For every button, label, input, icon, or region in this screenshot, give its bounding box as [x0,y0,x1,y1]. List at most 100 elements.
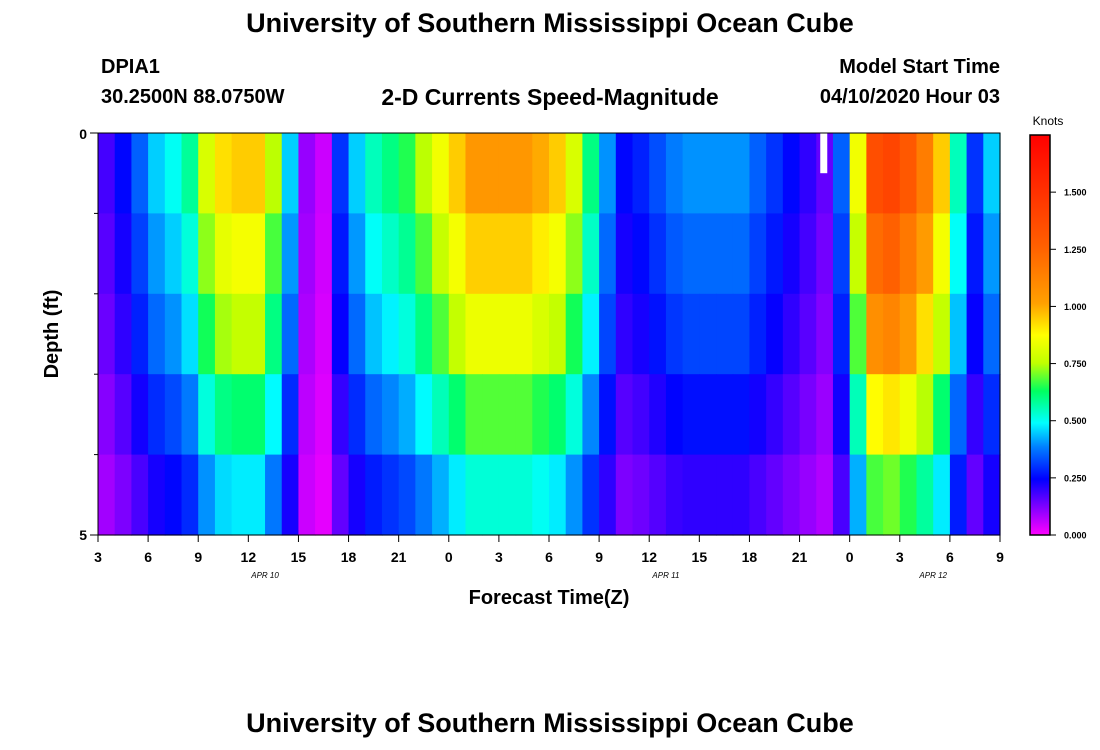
y-tick-label-bottom: 5 [79,527,87,543]
heatmap-cell [899,374,918,456]
heatmap-cell [248,293,266,375]
heatmap-cell [849,213,867,295]
heatmap-cell [615,133,634,214]
heatmap-cell [181,213,199,295]
heatmap-cell [732,374,751,456]
heatmap-cell [198,293,216,375]
heatmap-cell [515,213,533,295]
heatmap-cell [916,374,934,456]
heatmap-cell [816,293,834,375]
heatmap-cell [114,454,132,536]
heatmap-cell [832,454,851,536]
heatmap-cell [515,133,533,214]
heatmap-cell [966,133,984,214]
heatmap-cell [448,213,467,295]
x-tick-label: 6 [946,549,954,565]
main-title: University of Southern Mississippi Ocean… [246,8,854,38]
heatmap-cell [281,293,300,375]
heatmap-cell [515,374,533,456]
heatmap-cell [649,374,667,456]
heatmap-cell [866,374,884,456]
heatmap-cell [716,133,734,214]
heatmap-cell [131,133,149,214]
heatmap-cell [615,213,634,295]
heatmap-cell [933,374,951,456]
x-axis-date-labels: APR 10 APR 11 APR 12 [250,571,947,580]
heatmap-cell [381,374,400,456]
heatmap-cell [365,374,383,456]
heatmap-cell [365,454,383,536]
heatmap-cell [498,374,517,456]
x-axis-tick-labels: 3 6 9 12 15 18 21 0 3 6 9 12 15 18 21 0 3 6 9 [94,549,1004,565]
x-tick-label: 0 [846,549,854,565]
heatmap-cell [949,213,968,295]
heatmap-cell [131,374,149,456]
chart-subtitle: 2-D Currents Speed-Magnitude [381,84,719,110]
heatmap-cell [498,454,517,536]
heatmap-cell [498,133,517,214]
heatmap-cell [365,133,383,214]
heatmap-cell [164,293,183,375]
heatmap-cell [899,133,918,214]
x-axis-label: Forecast Time(Z) [469,587,630,609]
heatmap-cell [582,133,600,214]
heatmap-cell [148,213,166,295]
heatmap-cell [315,133,333,214]
heatmap-cell [381,454,400,536]
heatmap-cell [198,374,216,456]
heatmap-cell [131,454,149,536]
heatmap-cell [799,454,817,536]
colorbar-tick-label: 0.250 [1064,473,1087,483]
heatmap-cell [565,454,583,536]
heatmap-cell [966,374,984,456]
heatmap-cell [983,454,1001,536]
heatmap-cell [98,454,116,536]
heatmap-cell [766,374,784,456]
heatmap-cell [415,454,433,536]
heatmap-cell [983,213,1001,295]
heatmap-cell [214,213,233,295]
heatmap-cell [448,374,467,456]
heatmap-cell [699,133,717,214]
heatmap-cell [716,293,734,375]
heatmap-cell [164,213,183,295]
heatmap-cell [465,454,483,536]
heatmap-cell [331,213,350,295]
heatmap-cell [632,133,650,214]
heatmap-cell [565,133,583,214]
x-tick-label: 3 [896,549,904,565]
heatmap-cell [933,133,951,214]
heatmap-cell [515,293,533,375]
heatmap-cell [181,293,199,375]
heatmap-cell [98,213,116,295]
heatmap-cell [699,293,717,375]
heatmap-cell [565,213,583,295]
heatmap-cell [916,293,934,375]
heatmap-cell [665,293,684,375]
heatmap-cell [682,133,700,214]
heatmap-cell [448,133,467,214]
heatmap-cell [265,133,283,214]
heatmap-cell [816,374,834,456]
date-label: APR 10 [250,571,279,580]
heatmap-cell [465,213,483,295]
x-tick-label: 12 [241,549,257,565]
heatmap-cell [181,133,199,214]
heatmap-cell [682,454,700,536]
heatmap-cell [131,213,149,295]
heatmap-cell [966,213,984,295]
x-tick-label: 21 [792,549,808,565]
heatmap-cell [933,454,951,536]
heatmap-cell [298,374,316,456]
heatmap-cell [899,454,918,536]
heatmap-cell [549,374,567,456]
heatmap-cell [766,213,784,295]
x-tick-label: 15 [291,549,307,565]
heatmap-cell [983,133,1001,214]
heatmap-cell [615,374,634,456]
heatmap-cell [448,454,467,536]
heatmap-cell [198,133,216,214]
heatmap-cell [716,213,734,295]
heatmap-cell [482,293,500,375]
heatmap-cell [549,133,567,214]
